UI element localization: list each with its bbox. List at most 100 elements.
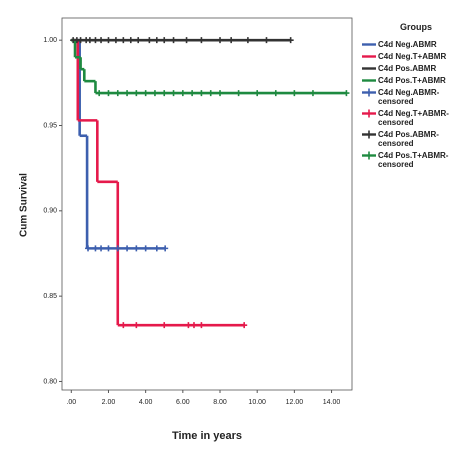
censor-mark — [198, 322, 205, 329]
x-tick-label: 6.00 — [176, 399, 190, 406]
censor-mark — [179, 90, 186, 97]
legend-label: C4d Pos.ABMR — [378, 64, 437, 73]
legend-swatch — [362, 55, 376, 58]
censor-mark — [146, 37, 153, 44]
censor-mark — [105, 90, 112, 97]
censor-mark — [98, 37, 105, 44]
legend-item: C4d Neg.ABMR — [362, 40, 470, 49]
censor-mark — [153, 245, 160, 252]
y-tick-label: 0.80 — [43, 378, 57, 385]
censor-mark — [287, 37, 294, 44]
censor-mark — [133, 322, 140, 329]
censor-mark — [151, 90, 158, 97]
censor-mark — [190, 322, 197, 329]
censor-mark — [142, 90, 149, 97]
legend-label: C4d Neg.T+ABMR — [378, 52, 447, 61]
censor-mark — [153, 37, 160, 44]
x-axis-title: Time in years — [172, 430, 242, 442]
legend: Groups C4d Neg.ABMR C4d Neg.T+ABMR C4d Pos… — [362, 22, 470, 172]
x-tick-label: .00 — [66, 399, 76, 406]
y-axis-title: Cum Survival — [19, 173, 30, 237]
censor-mark — [105, 37, 112, 44]
censor-mark — [135, 37, 142, 44]
censor-mark — [92, 37, 99, 44]
x-tick-label: 4.00 — [139, 399, 153, 406]
legend-swatch — [362, 43, 376, 46]
censor-mark — [105, 245, 112, 252]
legend-item: C4d Neg.T+ABMR-censored — [362, 109, 470, 127]
legend-item: C4d Pos.ABMR-censored — [362, 130, 470, 148]
censor-mark — [92, 245, 99, 252]
censor-mark — [161, 37, 168, 44]
censor-mark — [96, 90, 103, 97]
censor-mark — [86, 37, 93, 44]
censor-mark — [133, 245, 140, 252]
censor-mark — [291, 90, 298, 97]
censor-mark — [114, 245, 121, 252]
censor-mark — [217, 90, 224, 97]
censor-mark — [161, 90, 168, 97]
y-tick-label: 1.00 — [43, 37, 57, 44]
censor-mark — [124, 245, 131, 252]
censor-mark — [189, 90, 196, 97]
censor-mark — [124, 90, 131, 97]
censor-mark — [207, 90, 214, 97]
legend-item: C4d Pos.ABMR — [362, 64, 470, 73]
legend-item: C4d Pos.T+ABMR — [362, 76, 470, 85]
censor-mark — [127, 37, 134, 44]
censor-mark — [272, 90, 279, 97]
censor-mark — [114, 90, 121, 97]
y-tick-label: 0.85 — [43, 293, 57, 300]
censor-mark — [183, 37, 190, 44]
censor-mark — [170, 37, 177, 44]
censor-mark — [254, 90, 261, 97]
censor-mark — [217, 37, 224, 44]
plot-frame — [61, 17, 353, 391]
y-tick-label: 0.90 — [43, 208, 57, 215]
censor-mark — [77, 37, 84, 44]
legend-swatch — [362, 79, 376, 82]
censor-mark — [185, 322, 192, 329]
censor-mark — [235, 90, 242, 97]
x-tick-label: 8.00 — [213, 399, 227, 406]
censor-mark — [120, 37, 127, 44]
censor-mark — [161, 322, 168, 329]
censor-mark — [85, 245, 92, 252]
legend-label: C4d Neg.ABMR-censored — [378, 88, 440, 106]
censor-mark — [198, 37, 205, 44]
censor-mark — [162, 245, 169, 252]
censor-mark — [241, 322, 248, 329]
censor-mark — [228, 37, 235, 44]
legend-label: C4d Neg.T+ABMR-censored — [378, 109, 449, 127]
x-tick-label: 2.00 — [102, 399, 116, 406]
legend-swatch — [362, 67, 376, 70]
legend-label: C4d Neg.ABMR — [378, 40, 437, 49]
legend-label: C4d Pos.T+ABMR-censored — [378, 151, 449, 169]
y-tick-label: 0.95 — [43, 122, 57, 129]
legend-swatch — [362, 88, 376, 97]
censor-mark — [263, 37, 270, 44]
censor-mark — [170, 90, 177, 97]
legend-item: C4d Neg.T+ABMR — [362, 52, 470, 61]
legend-swatch — [362, 130, 376, 139]
x-tick-label: 10.00 — [248, 399, 266, 406]
legend-title: Groups — [399, 22, 432, 32]
censor-mark — [120, 322, 127, 329]
x-tick-label: 14.00 — [323, 399, 341, 406]
censor-mark — [112, 37, 119, 44]
censor-mark — [142, 245, 149, 252]
legend-label: C4d Pos.T+ABMR — [378, 76, 446, 85]
legend-swatch — [362, 109, 376, 118]
x-tick-label: 12.00 — [286, 399, 304, 406]
legend-item: C4d Neg.ABMR-censored — [362, 88, 470, 106]
legend-label: C4d Pos.ABMR-censored — [378, 130, 439, 148]
censor-mark — [98, 245, 105, 252]
censor-mark — [133, 90, 140, 97]
censor-mark — [309, 90, 316, 97]
legend-item: C4d Pos.T+ABMR-censored — [362, 151, 470, 169]
censor-mark — [244, 37, 251, 44]
censor-mark — [198, 90, 205, 97]
legend-swatch — [362, 151, 376, 160]
